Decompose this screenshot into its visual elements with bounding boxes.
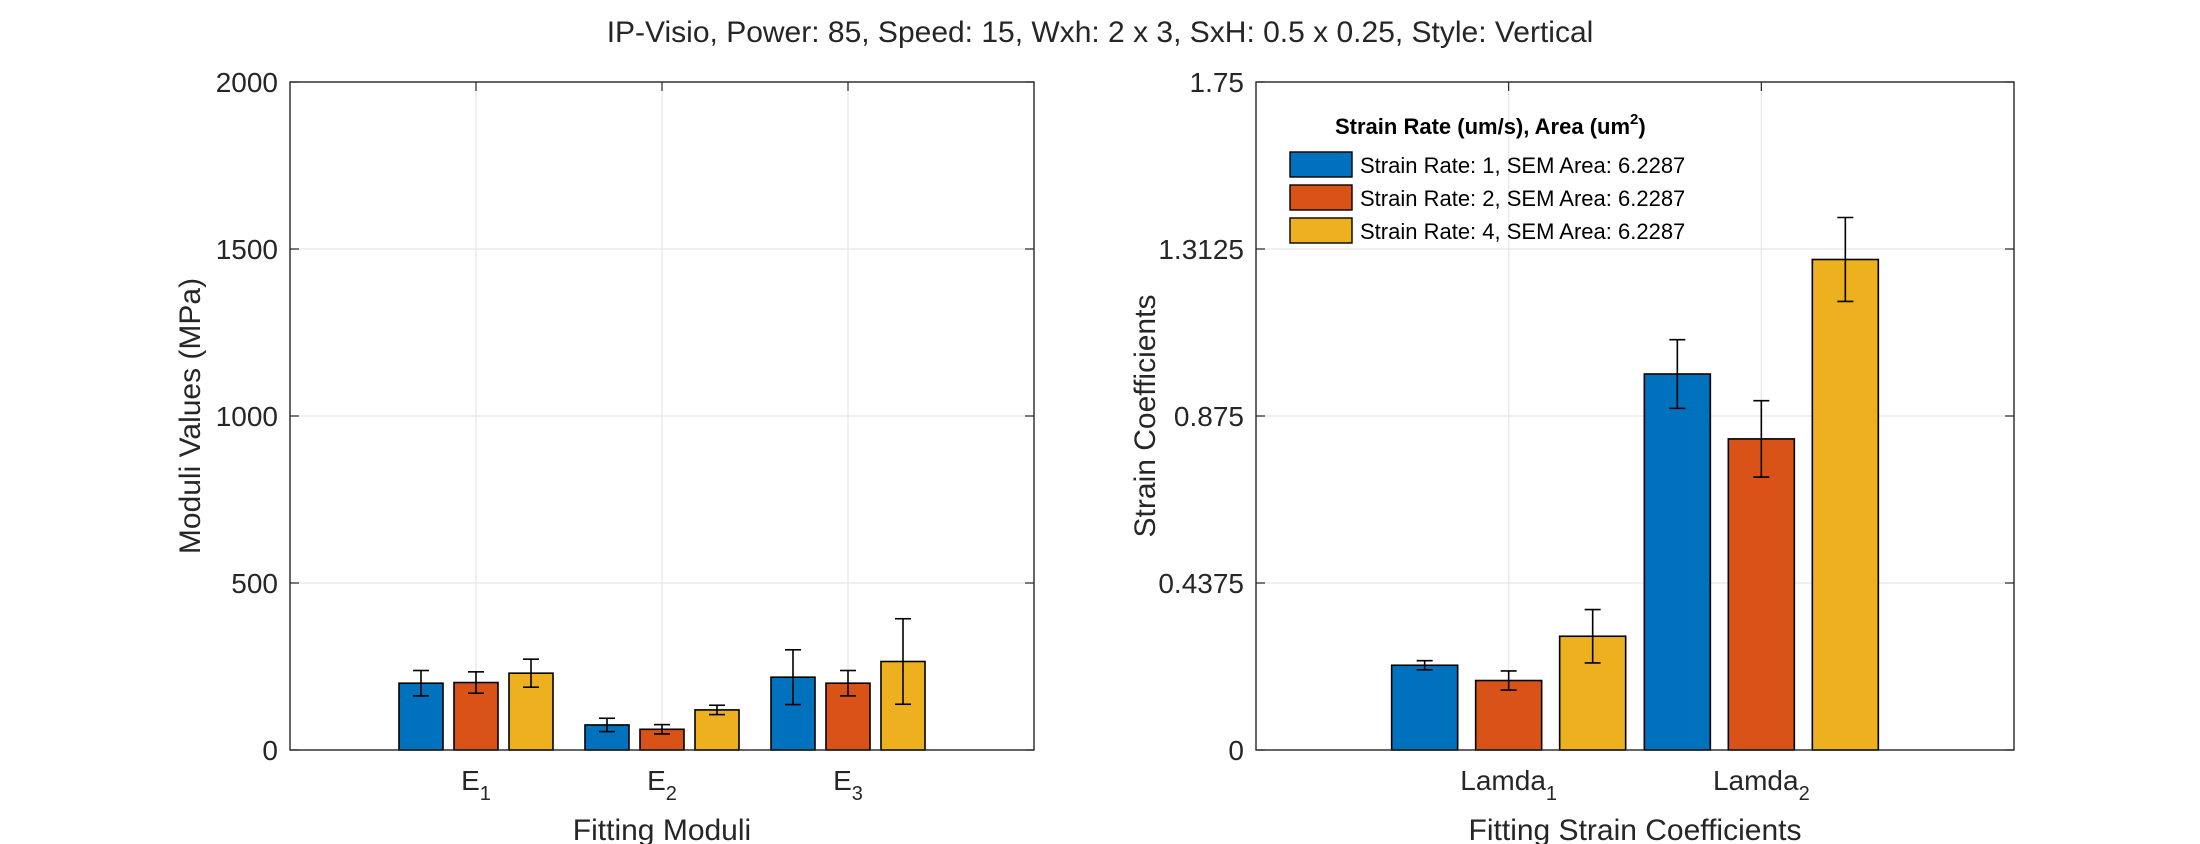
y-tick-label: 0.4375	[1158, 568, 1244, 599]
figure-title: IP-Visio, Power: 85, Speed: 15, Wxh: 2 x…	[607, 16, 1594, 49]
x-tick-label-base: E	[647, 765, 666, 796]
y-tick-label: 500	[231, 568, 278, 599]
legend-title: Strain Rate (um/s), Area (um2)	[1335, 111, 1646, 139]
y-tick-label: 0	[262, 735, 278, 766]
legend-title-end: )	[1638, 114, 1645, 139]
x-tick-label: Lamda2	[1713, 765, 1810, 805]
y-tick-label: 1.75	[1190, 67, 1245, 98]
legend-swatch-series1	[1289, 151, 1353, 178]
y-tick-label: 0.875	[1174, 401, 1244, 432]
legend-title-text: Strain Rate (um/s), Area (um	[1335, 114, 1630, 139]
bar-series2-cat2	[1727, 438, 1796, 751]
legend-title-superscript: 2	[1630, 111, 1638, 128]
x-tick-label-subscript: 1	[480, 783, 491, 805]
bar-series3-cat2	[694, 709, 740, 751]
x-tick-label-base: E	[833, 765, 852, 796]
y-axis-label: Moduli Values (MPa)	[174, 278, 207, 554]
bar-series1-cat2	[1643, 373, 1712, 751]
bar-series3-cat2	[1811, 258, 1880, 751]
legend-entry-series3: Strain Rate: 4, SEM Area: 6.2287	[1360, 219, 1685, 244]
legend-entry-series2: Strain Rate: 2, SEM Area: 6.2287	[1360, 186, 1685, 211]
legend-swatch-series2	[1289, 184, 1353, 211]
y-axis-label: Strain Coefficients	[1129, 295, 1162, 538]
x-axis-label: Fitting Moduli	[573, 814, 751, 844]
y-tick-label: 1.3125	[1158, 234, 1244, 265]
x-tick-label-subscript: 2	[666, 783, 677, 805]
x-tick-label-subscript: 1	[1546, 783, 1557, 805]
bar-series1-cat1	[1390, 664, 1459, 751]
x-axis-label: Fitting Strain Coefficients	[1469, 814, 1802, 844]
y-tick-label: 0	[1228, 735, 1244, 766]
x-tick-label: E2	[647, 765, 677, 805]
axes-box	[289, 81, 1035, 751]
x-tick-label-base: Lamda	[1460, 765, 1546, 796]
y-tick-label: 1000	[216, 401, 278, 432]
x-tick-label: E1	[461, 765, 491, 805]
bar-series2-cat1	[453, 681, 499, 751]
x-tick-label-base: Lamda	[1713, 765, 1799, 796]
axes-box	[1255, 81, 2015, 751]
y-tick-label: 1500	[216, 234, 278, 265]
x-tick-label-subscript: 3	[852, 783, 863, 805]
x-tick-label: E3	[833, 765, 863, 805]
x-tick-label-subscript: 2	[1799, 783, 1810, 805]
bar-series2-cat1	[1474, 679, 1543, 751]
y-tick-label: 2000	[216, 67, 278, 98]
legend-swatch-series3	[1289, 217, 1353, 244]
x-tick-label-base: E	[461, 765, 480, 796]
legend-entry-series1: Strain Rate: 1, SEM Area: 6.2287	[1360, 153, 1685, 178]
x-tick-label: Lamda1	[1460, 765, 1557, 805]
